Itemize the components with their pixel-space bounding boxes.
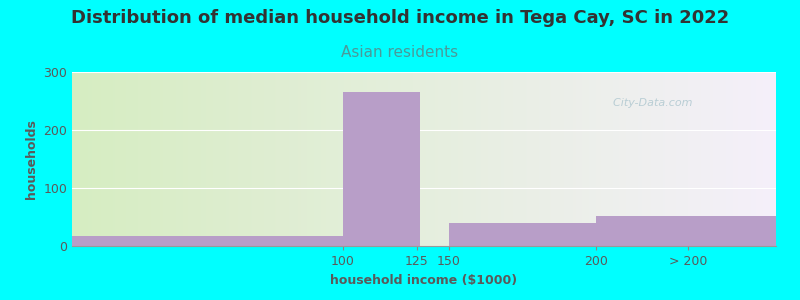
Text: City-Data.com: City-Data.com: [606, 98, 693, 108]
Text: Asian residents: Asian residents: [342, 45, 458, 60]
Bar: [597, 216, 776, 246]
Bar: [343, 92, 421, 246]
Y-axis label: households: households: [25, 119, 38, 199]
Text: Distribution of median household income in Tega Cay, SC in 2022: Distribution of median household income …: [71, 9, 729, 27]
X-axis label: household income ($1000): household income ($1000): [330, 274, 518, 286]
Bar: [449, 223, 597, 246]
Bar: [72, 236, 343, 246]
